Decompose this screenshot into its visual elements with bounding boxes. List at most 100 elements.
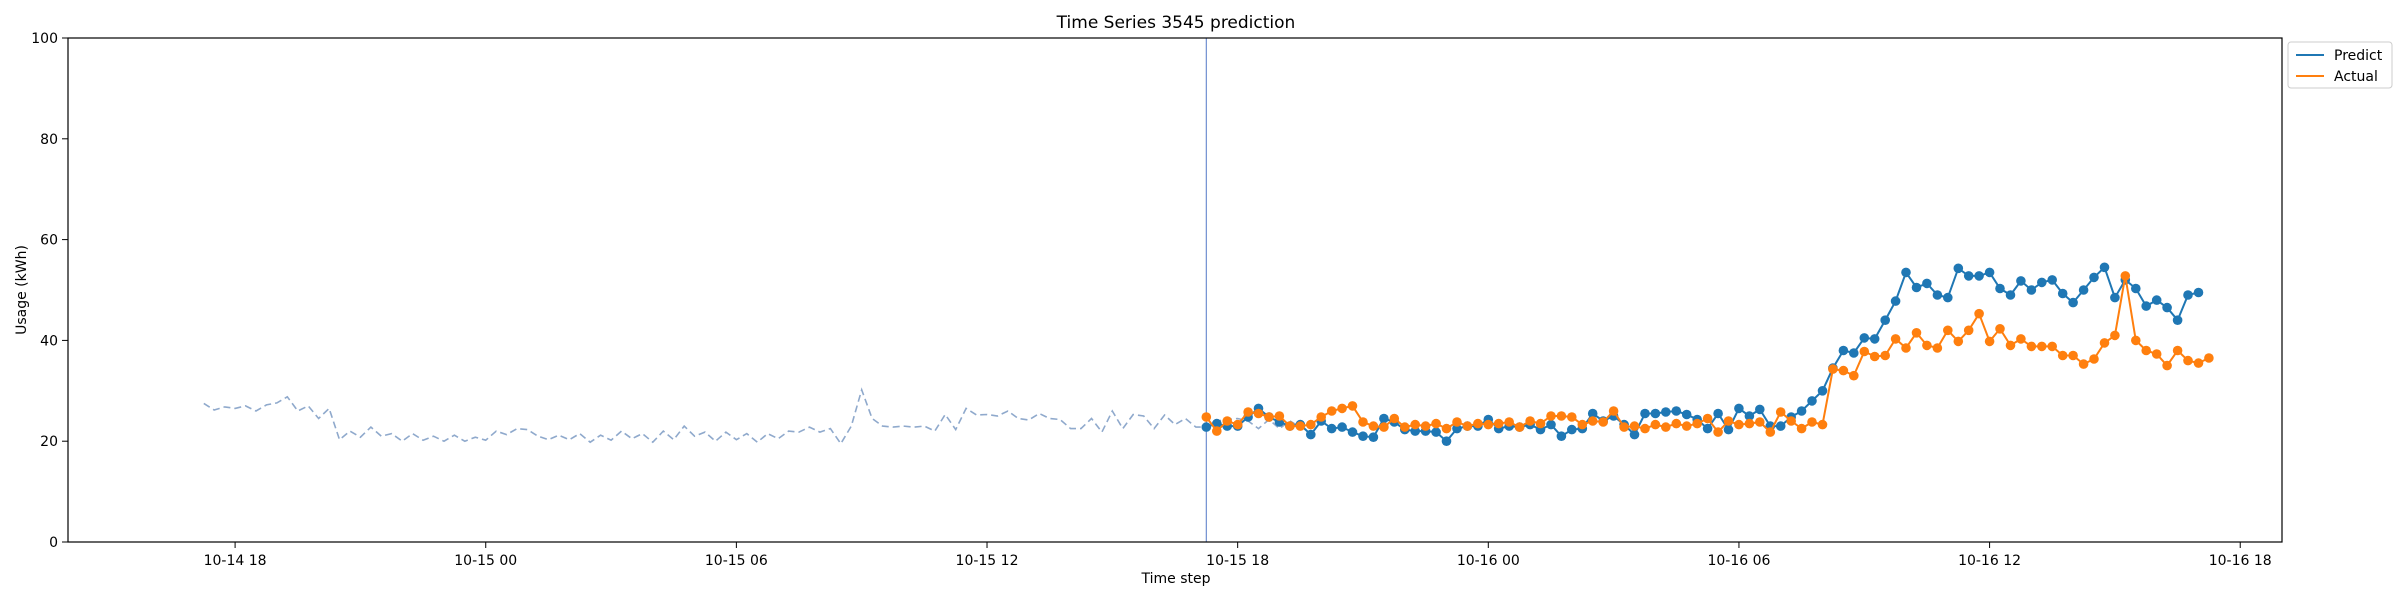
actual-point — [1765, 427, 1776, 437]
actual-point — [1222, 416, 1232, 426]
actual-point — [1984, 336, 1995, 347]
actual-point — [1556, 411, 1567, 421]
actual-point — [1869, 351, 1880, 362]
actual-point — [1441, 423, 1452, 434]
x-tick-label: 10-15 12 — [956, 553, 1019, 569]
actual-point — [1943, 325, 1953, 336]
legend-label-predict: Predict — [2334, 48, 2383, 64]
predict-point — [1671, 406, 1682, 416]
actual-point — [2183, 355, 2193, 366]
actual-point — [1619, 422, 1629, 432]
actual-point — [1546, 411, 1556, 421]
predict-point — [1932, 290, 1943, 300]
actual-point — [2089, 354, 2099, 364]
actual-point — [1358, 417, 1368, 427]
actual-point — [1974, 308, 1984, 319]
predict-point — [2037, 277, 2047, 288]
actual-point — [1452, 417, 1462, 427]
y-tick-label: 40 — [40, 333, 58, 349]
actual-point — [2120, 271, 2131, 281]
predict-point — [1368, 432, 1379, 443]
actual-point — [1379, 422, 1389, 432]
actual-point — [1253, 408, 1264, 419]
predict-point — [1723, 424, 1734, 435]
actual-point — [1587, 416, 1598, 426]
predict-point — [2110, 292, 2120, 303]
actual-point — [1692, 418, 1702, 429]
predict-point — [1901, 267, 1911, 278]
predict-point — [2078, 285, 2089, 295]
predict-point — [1431, 427, 1441, 437]
predict-point — [1817, 386, 1828, 396]
y-tick-label: 60 — [40, 233, 58, 249]
actual-point — [1316, 412, 1326, 422]
y-axis: 0 20 40 60 80 100 — [31, 31, 68, 551]
actual-point — [1702, 413, 1713, 424]
predict-point — [1911, 282, 1922, 293]
actual-point — [1995, 324, 2005, 334]
actual-point — [1232, 419, 1243, 430]
predict-point — [1838, 345, 1849, 356]
predict-point — [1807, 396, 1817, 406]
actual-point — [1838, 365, 1849, 376]
predict-point — [2141, 301, 2151, 311]
predict-point — [1943, 292, 1953, 303]
y-tick-label: 100 — [31, 31, 58, 47]
actual-point — [1420, 421, 1431, 431]
predict-point — [1358, 431, 1368, 442]
actual-point — [1483, 419, 1494, 430]
actual-point — [1525, 416, 1535, 426]
plot-area — [203, 38, 2214, 542]
predict-point — [2183, 290, 2193, 300]
x-tick-label: 10-15 00 — [454, 553, 517, 569]
x-tick-label: 10-15 18 — [1206, 553, 1269, 569]
actual-point — [1431, 418, 1441, 429]
actual-point — [2057, 350, 2068, 361]
predict-point — [2057, 288, 2068, 299]
y-tick-label: 20 — [40, 434, 58, 450]
predict-point — [2151, 295, 2162, 305]
actual-point — [2047, 341, 2057, 352]
legend-label-actual: Actual — [2334, 69, 2378, 85]
actual-point — [2141, 345, 2151, 356]
x-tick-label: 10-16 06 — [1707, 553, 1770, 569]
predict-point — [1326, 423, 1337, 434]
predict-point — [1306, 429, 1316, 440]
actual-point — [1535, 418, 1546, 429]
predict-point — [1556, 431, 1567, 442]
actual-point — [1368, 421, 1379, 431]
actual-point — [1681, 421, 1692, 431]
predict-point — [1796, 406, 1807, 416]
predict-point — [1890, 296, 1901, 306]
predict-point — [1775, 421, 1786, 431]
actual-point — [1880, 350, 1890, 361]
actual-point — [1859, 346, 1870, 357]
actual-point — [1504, 417, 1514, 427]
actual-point — [1723, 416, 1734, 426]
x-tick-label: 10-15 06 — [705, 553, 768, 569]
actual-point — [1796, 423, 1807, 434]
actual-point — [1473, 418, 1483, 429]
predict-point — [1661, 407, 1671, 417]
predict-point — [1744, 411, 1755, 421]
x-axis: 10-14 18 10-15 00 10-15 06 10-15 12 10-15 18… — [204, 542, 2272, 569]
predict-point — [1587, 408, 1598, 419]
actual-point — [2162, 360, 2172, 371]
predict-point — [2193, 287, 2204, 298]
predict-point — [1212, 418, 1222, 429]
actual-point — [1755, 417, 1765, 427]
predict-point — [1441, 436, 1452, 447]
predict-point — [1974, 271, 1984, 281]
x-tick-label: 10-16 00 — [1457, 553, 1520, 569]
x-tick-label: 10-14 18 — [204, 553, 267, 569]
actual-point — [1650, 419, 1661, 430]
actual-point — [1786, 416, 1796, 426]
x-axis-title: Time step — [1141, 571, 1211, 587]
actual-point — [1932, 343, 1943, 353]
history-line — [203, 387, 1312, 446]
actual-point — [1264, 412, 1274, 422]
actual-point — [1629, 421, 1640, 431]
predict-point — [1347, 427, 1358, 437]
chart-title: Time Series 3545 prediction — [1056, 13, 1296, 33]
